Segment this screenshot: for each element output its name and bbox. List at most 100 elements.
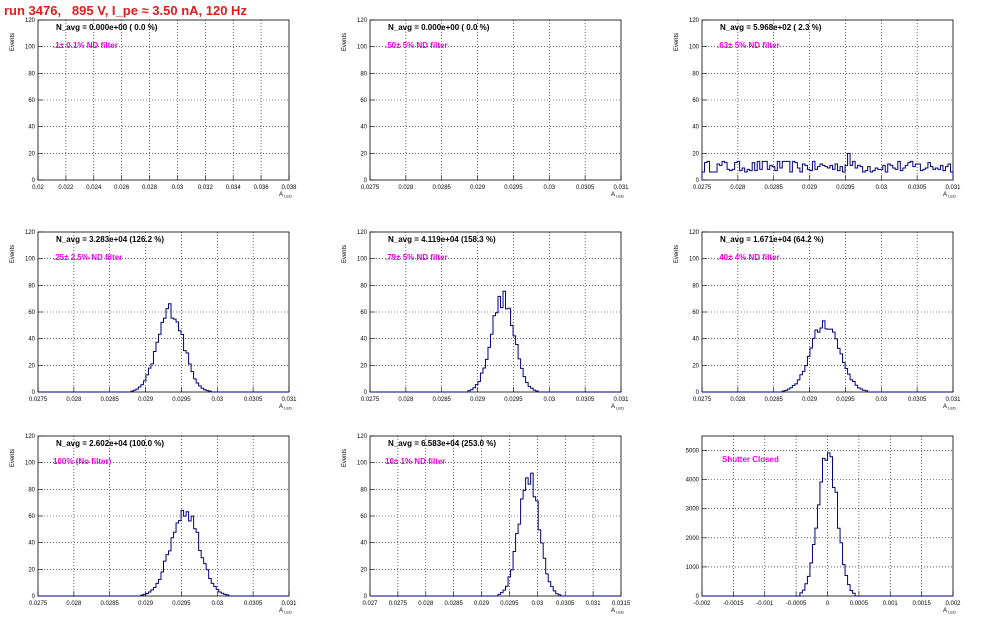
- x-tick-label: 0.0285: [444, 601, 463, 607]
- n-avg-label: N_avg = 0.000e+00 ( 0.0 %): [56, 23, 158, 32]
- x-tick-label: 0.002: [945, 601, 961, 607]
- x-tick-label: 0.029: [138, 397, 154, 403]
- x-tick-label: 0.0285: [433, 397, 452, 403]
- x-tick-label: 0.0285: [765, 397, 784, 403]
- n-avg-label: N_avg = 5.968e+02 ( 2.3 %): [720, 23, 822, 32]
- filter-label: .63± 5% ND filter: [717, 41, 780, 50]
- y-tick-label: 0: [696, 178, 700, 184]
- filter-label: 10± 1% ND filter: [385, 457, 445, 466]
- histogram-series: [38, 509, 289, 597]
- histogram-series: [370, 472, 621, 597]
- n-avg-label: N_avg = 6.583e+04 (253.0 %): [388, 439, 496, 448]
- plot-frame: [369, 19, 622, 181]
- x-tick-label: 0.029: [470, 397, 486, 403]
- x-tick-label: 0.0275: [29, 397, 48, 403]
- histogram-panel-7: 0.0275 0.028 0.0285 0.029 0.0295 0.03 0.0305 0.…: [10, 434, 297, 615]
- y-tick-label: 80: [360, 283, 367, 289]
- histogram-panel-1: 0.02 0.022 0.024 0.026 0.028 0.03 0.032 0.034 0.…: [10, 18, 297, 199]
- y-tick-label: 20: [360, 363, 367, 369]
- histogram-series: [38, 303, 289, 393]
- x-tick-label: 0.0295: [500, 601, 519, 607]
- y-tick-label: 80: [28, 487, 35, 493]
- y-tick-label: 120: [25, 18, 36, 24]
- y-tick-label: 60: [28, 514, 35, 520]
- plot-frame: [37, 19, 290, 181]
- x-tick-label: 0.0305: [908, 397, 927, 403]
- y-tick-label: 60: [360, 310, 367, 316]
- y-tick-label: 120: [25, 434, 36, 440]
- x-tick-label: 0.0295: [836, 185, 855, 191]
- n-avg-label: N_avg = 0.000e+00 ( 0.0 %): [388, 23, 490, 32]
- x-tick-label: 0.0275: [361, 397, 380, 403]
- y-tick-label: 20: [692, 363, 699, 369]
- histogram-panel-5: 0.0275 0.028 0.0285 0.029 0.0295 0.03 0.0305 0.…: [342, 230, 629, 411]
- filter-label: .50± 5% ND filter: [385, 41, 448, 50]
- y-tick-label: 0: [696, 594, 700, 600]
- y-axis-title: Events: [342, 245, 348, 263]
- y-tick-label: 80: [692, 71, 699, 77]
- y-tick-label: 100: [25, 257, 36, 263]
- x-axis-title: A LED: [611, 404, 624, 411]
- x-tick-label: 0.0305: [908, 185, 927, 191]
- histogram-panel-9: -0.002 -0.0015 -0.001 -0.0005 0 0.0005 0.001 0.…: [686, 435, 961, 615]
- x-tick-label: 0.024: [86, 185, 102, 191]
- x-tick-label: 0.001: [883, 601, 899, 607]
- x-axis-title: A LED: [611, 192, 624, 199]
- x-tick-label: 0.03: [875, 397, 887, 403]
- x-tick-label: 0.028: [730, 397, 746, 403]
- y-tick-label: 40: [28, 125, 35, 131]
- x-tick-label: 0.0275: [361, 185, 380, 191]
- x-tick-label: 0.0285: [101, 601, 120, 607]
- x-tick-label: 0.027: [362, 601, 378, 607]
- x-tick-label: 0.022: [58, 185, 74, 191]
- histogram-panel-8: 0.027 0.0275 0.028 0.0285 0.029 0.0295 0.03 0.0…: [342, 434, 631, 615]
- y-tick-label: 60: [28, 310, 35, 316]
- x-tick-label: 0.03: [172, 185, 184, 191]
- x-tick-label: 0.0305: [244, 601, 263, 607]
- y-tick-label: 20: [28, 363, 35, 369]
- y-tick-label: 120: [689, 18, 700, 24]
- x-tick-label: 0.034: [226, 185, 242, 191]
- y-tick-label: 100: [357, 45, 368, 51]
- y-tick-label: 20: [692, 151, 699, 157]
- x-tick-label: 0.031: [945, 397, 961, 403]
- x-tick-label: -0.002: [693, 601, 711, 607]
- filter-label: .79± 5% ND filter: [385, 253, 448, 262]
- y-tick-label: 40: [692, 337, 699, 343]
- run-title: run 3476, 895 V, I_pe ≈ 3.50 nA, 120 Hz: [4, 3, 247, 18]
- n-avg-label: N_avg = 2.602e+04 (100.0 %): [56, 439, 164, 448]
- x-tick-label: 0.031: [613, 397, 629, 403]
- x-tick-label: 0.0295: [836, 397, 855, 403]
- y-tick-label: 100: [689, 257, 700, 263]
- x-tick-label: 0.0295: [172, 397, 191, 403]
- x-tick-label: 0.03: [543, 185, 555, 191]
- y-tick-label: 100: [357, 257, 368, 263]
- n-avg-label: N_avg = 1.671e+04 (64.2 %): [720, 235, 824, 244]
- y-tick-label: 20: [28, 567, 35, 573]
- histogram-series: [702, 320, 953, 393]
- plot-frame: [701, 435, 954, 597]
- x-tick-label: 0.0275: [693, 185, 712, 191]
- y-tick-label: 40: [28, 337, 35, 343]
- y-tick-label: 60: [360, 514, 367, 520]
- y-tick-label: 2000: [686, 536, 700, 542]
- x-tick-label: 0.0015: [912, 601, 931, 607]
- y-tick-label: 120: [357, 18, 368, 24]
- y-tick-label: 60: [28, 98, 35, 104]
- y-tick-label: 120: [357, 230, 368, 236]
- y-tick-label: 20: [28, 151, 35, 157]
- y-axis-title: Events: [10, 33, 16, 51]
- x-tick-label: 0.03: [211, 601, 223, 607]
- x-tick-label: 0.029: [474, 601, 490, 607]
- x-tick-label: 0.0305: [556, 601, 575, 607]
- x-tick-label: 0.0315: [612, 601, 631, 607]
- histogram-panel-2: 0.0275 0.028 0.0285 0.029 0.0295 0.03 0.0305 0.…: [342, 18, 629, 199]
- x-tick-label: 0.028: [398, 397, 414, 403]
- x-tick-label: 0.03: [211, 397, 223, 403]
- y-axis-title: Events: [342, 33, 348, 51]
- y-tick-label: 0: [364, 594, 368, 600]
- y-axis-title: Events: [342, 449, 348, 467]
- x-tick-label: 0.028: [398, 185, 414, 191]
- y-tick-label: 0: [364, 178, 368, 184]
